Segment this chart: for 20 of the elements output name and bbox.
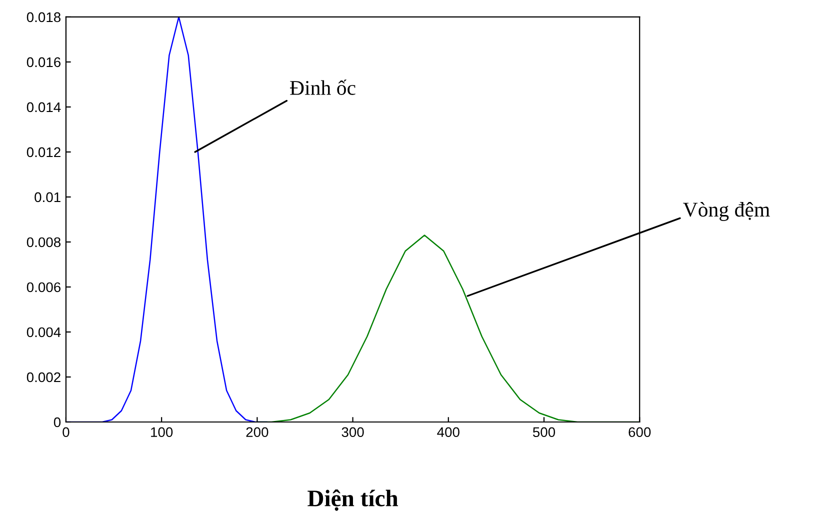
annotation: Đinh ốc: [290, 80, 356, 95]
y-tick-label: 0.01: [34, 192, 60, 202]
y-tick-label: 0: [54, 417, 61, 428]
y-tick-label: 0.012: [26, 147, 60, 158]
y-tick-label: 0.006: [26, 282, 60, 292]
y-tick-label: 0.002: [26, 372, 60, 382]
x-tick-label: 300: [342, 427, 364, 438]
y-tick-label: 0.018: [26, 12, 61, 22]
x-tick-label: 400: [437, 427, 460, 438]
y-tick-label: 0.016: [26, 57, 60, 68]
y-tick-label: 0.008: [26, 237, 61, 248]
x-tick-label: 600: [628, 427, 651, 438]
x-axis-title: Diện tích: [308, 490, 398, 511]
x-tick-label: 500: [532, 427, 556, 438]
x-tick-label: 100: [151, 427, 173, 438]
y-tick-label: 0.014: [26, 102, 61, 112]
annotation: Vòng đệm: [683, 202, 770, 221]
x-tick-label: 0: [62, 427, 70, 438]
y-tick-label: 0.004: [26, 327, 61, 338]
x-tick-label: 200: [246, 427, 268, 438]
